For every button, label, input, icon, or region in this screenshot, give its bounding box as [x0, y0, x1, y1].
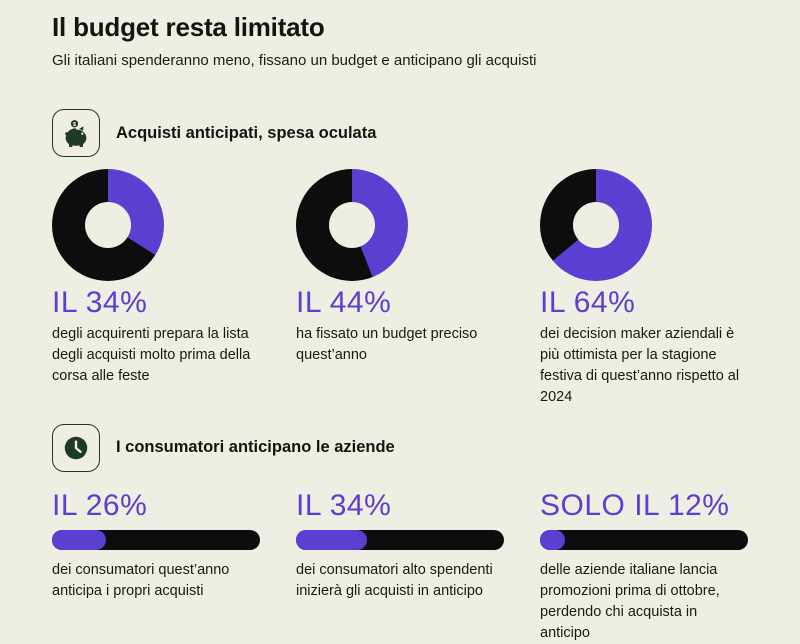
stat-value: IL 26%	[52, 488, 148, 522]
section-header-acquisti: $ Acquisti anticipati, spesa oculata	[52, 109, 748, 157]
stat-description: ha fissato un budget preciso quest’anno	[296, 325, 478, 363]
donut-stat-card-2: IL 44% ha fissato un budget preciso ques…	[296, 169, 504, 366]
bar-grid: IL 26% dei consumatori quest’anno antici…	[52, 484, 748, 644]
stat-description: degli acquirenti prepara la lista degli …	[52, 325, 251, 384]
page-title: Il budget resta limitato	[52, 12, 325, 42]
donut-chart-64	[540, 169, 652, 281]
donut-grid: IL 34% degli acquirenti prepara la lista…	[52, 169, 748, 408]
donut-stat-card-1: IL 34% degli acquirenti prepara la lista…	[52, 169, 260, 387]
bar-stat-card-1: IL 26% dei consumatori quest’anno antici…	[52, 484, 260, 603]
clock-icon	[52, 423, 100, 472]
donut-chart-34	[52, 169, 164, 281]
stat-description: delle aziende italiane lancia promozioni…	[540, 562, 720, 642]
page-subtitle: Gli italiani spenderanno meno, fissano u…	[52, 52, 537, 69]
stat-description: dei decision maker aziendali è più ottim…	[540, 325, 740, 405]
progress-fill	[296, 530, 367, 551]
section-donuts: $ Acquisti anticipati, spesa oculata IL …	[52, 109, 748, 408]
bar-stat-card-2: IL 34% dei consumatori alto spendenti in…	[296, 484, 504, 603]
stat-value: IL 64%	[540, 286, 636, 319]
progress-fill	[540, 530, 565, 551]
section-header-consumatori: I consumatori anticipano le aziende	[52, 423, 748, 472]
stat-description: dei consumatori quest’anno anticipa i pr…	[52, 562, 230, 600]
progress-bar-12	[540, 530, 748, 551]
section-title-consumatori: I consumatori anticipano le aziende	[116, 438, 395, 457]
donut-stat-card-3: IL 64% dei decision maker aziendali è pi…	[540, 169, 748, 408]
section-bars: I consumatori anticipano le aziende IL 2…	[52, 423, 748, 644]
donut-chart-44	[296, 169, 408, 281]
progress-bar-26	[52, 530, 260, 551]
progress-bar-34	[296, 530, 504, 551]
stat-value: IL 34%	[52, 286, 148, 319]
progress-fill	[52, 530, 107, 551]
stat-value: IL 34%	[296, 488, 392, 522]
bar-stat-card-3: SOLO IL 12% delle aziende italiane lanci…	[540, 484, 748, 644]
stat-description: dei consumatori alto spendenti inizierà …	[296, 562, 493, 600]
stat-value: IL 44%	[296, 286, 392, 319]
stat-value: SOLO IL 12%	[540, 488, 730, 522]
svg-text:$: $	[73, 122, 77, 128]
infographic-page: Il budget resta limitato Gli italiani sp…	[52, 12, 748, 641]
piggy-bank-icon: $	[52, 109, 100, 157]
section-title-acquisti: Acquisti anticipati, spesa oculata	[116, 123, 377, 142]
